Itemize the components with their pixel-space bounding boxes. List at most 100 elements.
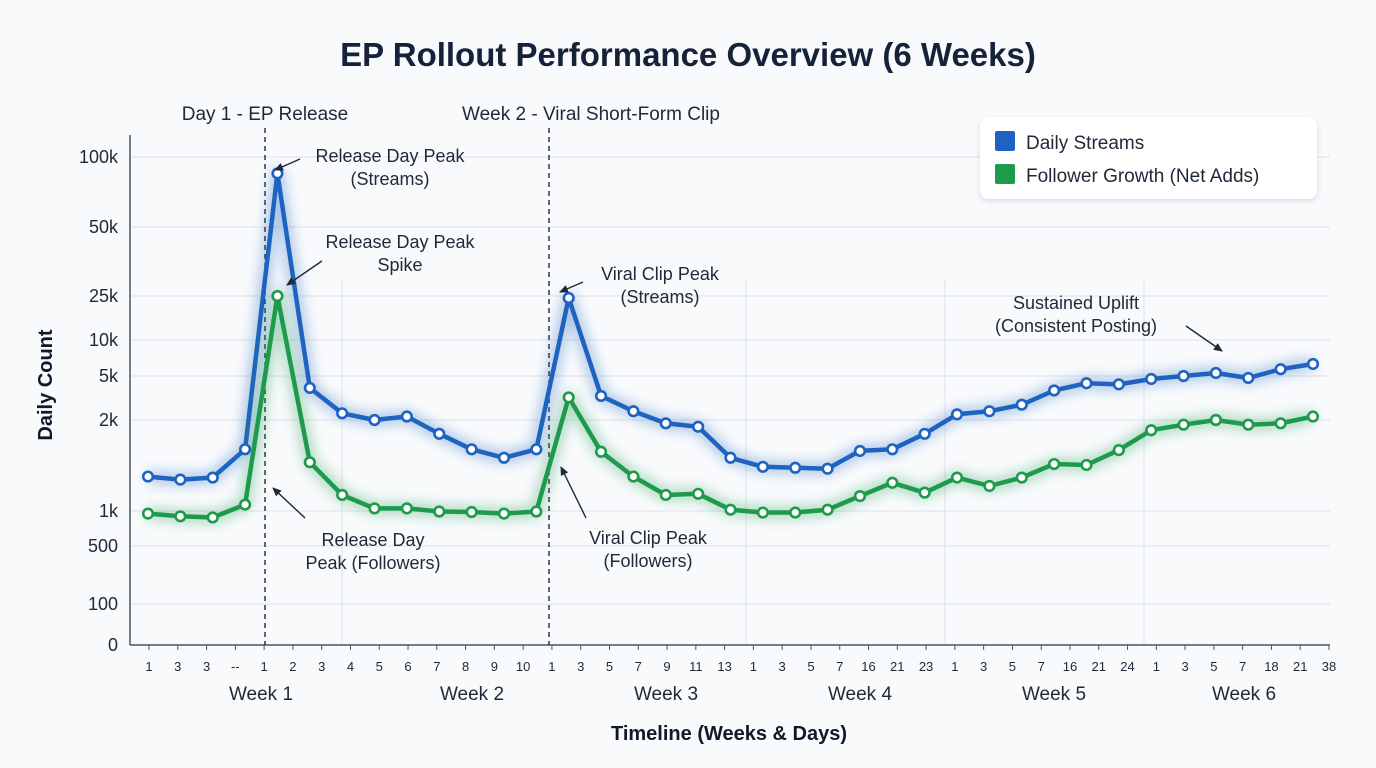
data-point <box>659 417 672 430</box>
x-tick-label: 2 <box>289 659 296 674</box>
data-point <box>206 471 219 484</box>
data-point <box>336 407 349 420</box>
annotation-text: Release Day Peak <box>315 146 465 166</box>
y-tick-label: 1k <box>99 501 119 521</box>
legend-swatch-streams <box>995 131 1015 151</box>
data-point <box>918 427 931 440</box>
data-point <box>1209 413 1223 427</box>
x-tick-label: 13 <box>717 659 731 674</box>
x-tick-label: 9 <box>491 659 498 674</box>
data-point <box>1242 418 1255 431</box>
x-tick-label: 1 <box>145 659 152 674</box>
annotation: Viral Clip Peak (Followers) <box>560 466 708 571</box>
data-point <box>1274 417 1287 430</box>
data-point <box>271 289 284 303</box>
annotation-text: Sustained Uplift <box>1013 293 1139 313</box>
x-tick-label: 11 <box>689 659 703 674</box>
x-tick-label: 38 <box>1322 659 1336 674</box>
data-point <box>303 381 316 395</box>
data-point <box>400 502 413 515</box>
annotation: Release Day Peak Spike <box>286 232 476 286</box>
data-point <box>433 505 446 518</box>
y-tick-label: 100k <box>79 147 119 167</box>
week-label: Week 1 <box>229 684 293 705</box>
data-point <box>206 511 219 524</box>
data-point <box>627 470 640 483</box>
x-tick-label: 3 <box>779 659 786 674</box>
x-tick-label: 6 <box>404 659 411 674</box>
data-point <box>692 420 705 433</box>
data-point <box>789 461 802 474</box>
data-point <box>400 410 413 423</box>
x-tick-label: 23 <box>919 659 933 674</box>
annotation-text: (Streams) <box>620 287 699 307</box>
annotation-text: (Consistent Posting) <box>995 316 1157 336</box>
annotation-arrow <box>560 466 587 519</box>
event-label: Week 2 - Viral Short-Form Clip <box>462 104 720 125</box>
series-lines <box>145 167 1316 524</box>
data-point <box>368 413 381 427</box>
data-point <box>659 488 672 502</box>
y-tick-label: 10k <box>89 330 119 350</box>
data-point <box>950 471 964 484</box>
data-point <box>1112 378 1125 391</box>
data-point <box>433 427 446 440</box>
x-tick-label: 3 <box>1181 659 1188 674</box>
legend-box <box>980 117 1317 199</box>
week-label: Week 5 <box>1022 684 1086 705</box>
x-tick-label: 1 <box>548 659 555 674</box>
data-point <box>141 470 155 483</box>
data-point <box>724 451 737 464</box>
x-tick-label: 1 <box>750 659 757 674</box>
y-tick-label: 25k <box>89 286 119 306</box>
data-point <box>789 506 802 519</box>
data-point <box>1080 458 1093 472</box>
data-point <box>303 456 316 469</box>
data-point <box>465 443 478 456</box>
x-tick-label: -- <box>231 659 240 674</box>
annotation-arrow <box>559 281 584 293</box>
data-point <box>336 488 349 502</box>
legend: Daily Streams Follower Growth (Net Adds) <box>980 117 1317 199</box>
data-point <box>1112 444 1125 457</box>
data-point <box>1015 471 1028 484</box>
data-point <box>1145 424 1158 437</box>
week-label: Week 2 <box>440 684 504 705</box>
series-points <box>141 167 1320 524</box>
data-point <box>886 443 899 456</box>
data-point <box>853 490 867 503</box>
annotation-text: (Streams) <box>350 169 429 189</box>
data-point <box>1242 371 1255 385</box>
annotation: Release Day Peak (Streams) <box>274 146 466 189</box>
data-point <box>1048 384 1061 397</box>
data-point <box>238 443 252 456</box>
x-tick-label: 10 <box>516 659 530 674</box>
data-point <box>886 476 899 489</box>
chart-title: EP Rollout Performance Overview (6 Weeks… <box>340 36 1036 73</box>
data-point <box>1306 410 1320 423</box>
annotation-text: (Followers) <box>603 551 692 571</box>
data-point <box>530 443 543 456</box>
x-tick-label: 3 <box>203 659 210 674</box>
data-point <box>821 462 834 475</box>
y-tick-label: 50k <box>89 217 119 237</box>
data-point <box>497 451 511 464</box>
x-tick-label: 4 <box>347 659 354 674</box>
data-point <box>983 405 996 418</box>
x-tick-label: 3 <box>577 659 584 674</box>
x-tick-label: 7 <box>635 659 642 674</box>
annotation-text: Viral Clip Peak <box>601 264 720 284</box>
data-point <box>1015 398 1028 411</box>
x-tick-label: 5 <box>606 659 613 674</box>
data-point <box>918 486 931 499</box>
annotation: Release Day Peak (Followers) <box>272 487 441 573</box>
x-tick-label: 16 <box>1063 659 1077 674</box>
x-tick-label: 3 <box>980 659 987 674</box>
x-tick-label: 24 <box>1120 659 1134 674</box>
data-point <box>530 505 543 518</box>
data-point <box>627 405 640 418</box>
data-point <box>1177 418 1190 431</box>
week-label: Week 3 <box>634 684 698 705</box>
